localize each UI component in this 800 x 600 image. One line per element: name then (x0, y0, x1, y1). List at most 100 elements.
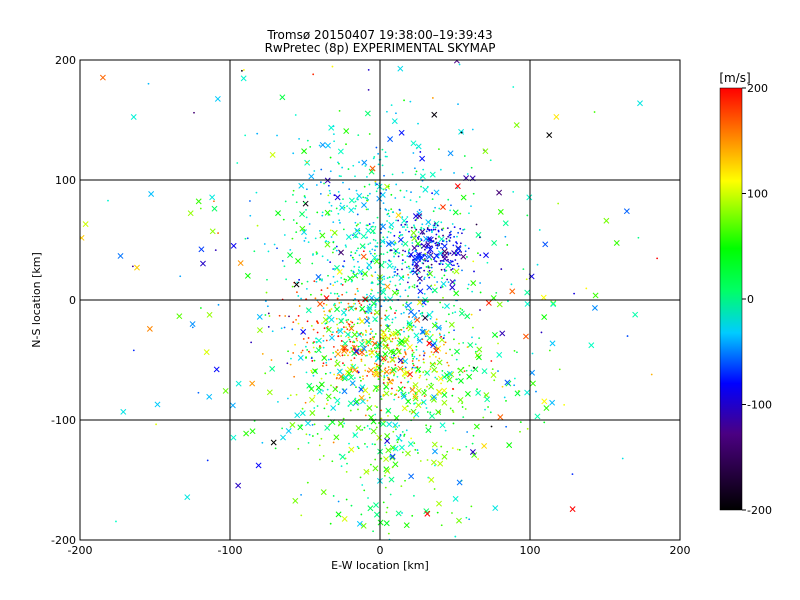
data-point-x (148, 191, 155, 197)
data-point-dot (297, 322, 300, 325)
data-point-x (348, 446, 355, 453)
data-point-x (460, 253, 467, 260)
data-point-dot (334, 247, 337, 249)
data-point-x (411, 235, 418, 242)
data-point-dot (367, 344, 370, 347)
data-point-dot (386, 251, 389, 254)
data-point-dot (421, 311, 424, 314)
data-point-x (305, 307, 312, 314)
data-point-dot (341, 354, 344, 357)
data-point-dot (412, 324, 415, 327)
data-point-x (209, 228, 216, 235)
data-point-dot (443, 343, 445, 346)
data-point-dot (338, 162, 340, 165)
data-point-dot (371, 225, 374, 228)
data-point-dot (383, 283, 385, 286)
data-point-dot (193, 111, 195, 114)
data-point-dot (369, 192, 371, 195)
data-point-dot (372, 238, 375, 241)
data-point-dot (458, 373, 461, 376)
data-point-dot (327, 415, 330, 418)
data-point-x (359, 341, 365, 348)
data-point-dot (458, 449, 461, 451)
data-point-x (591, 304, 598, 311)
data-point-dot (321, 214, 324, 217)
data-point-dot (333, 373, 336, 376)
data-point-dot (273, 243, 276, 246)
data-point-dot (376, 242, 379, 244)
data-point-x (331, 229, 338, 236)
data-point-x (475, 354, 482, 361)
data-point-x (176, 313, 183, 320)
data-point-dot (308, 351, 311, 354)
data-point-dot (264, 314, 267, 316)
data-point-dot (451, 394, 454, 397)
data-point-x (383, 456, 390, 463)
data-point-dot (431, 198, 434, 201)
data-point-dot (381, 276, 384, 279)
data-point-x (553, 113, 560, 120)
data-point-dot (380, 409, 383, 412)
data-point-dot (349, 320, 352, 323)
data-point-x (431, 394, 438, 400)
data-point-dot (468, 364, 471, 367)
data-point-dot (543, 421, 546, 424)
data-point-dot (329, 522, 332, 525)
data-point-x (384, 433, 391, 439)
data-point-dot (367, 325, 370, 327)
data-point-dot (364, 442, 366, 445)
data-point-x (419, 155, 426, 162)
data-point-x (324, 241, 331, 248)
data-point-dot (384, 444, 387, 447)
data-point-x (446, 370, 453, 377)
data-point-dot (429, 425, 432, 428)
data-point-dot (295, 393, 298, 396)
data-point-dot (463, 228, 466, 231)
data-point-dot (277, 400, 279, 403)
data-point-dot (318, 458, 321, 461)
data-point-dot (266, 278, 268, 281)
data-point-x (308, 386, 315, 392)
data-point-x (363, 296, 370, 303)
data-point-dot (331, 460, 334, 463)
data-point-dot (396, 368, 399, 370)
data-point-dot (345, 319, 348, 322)
data-point-dot (341, 425, 344, 428)
data-point-x (415, 402, 422, 409)
data-point-dot (361, 375, 364, 378)
data-point-dot (381, 223, 384, 226)
data-point-dot (332, 441, 335, 444)
data-point-dot (361, 339, 364, 341)
data-point-dot (214, 249, 217, 252)
data-point-x (637, 100, 643, 107)
data-point-dot (510, 283, 513, 286)
data-point-dot (386, 344, 389, 347)
data-point-dot (415, 357, 418, 360)
data-point-dot (264, 300, 267, 303)
data-point-x (385, 335, 392, 342)
data-point-dot (276, 134, 278, 137)
data-point-dot (335, 249, 338, 252)
data-point-dot (389, 360, 392, 363)
data-point-dot (453, 279, 456, 282)
data-point-dot (394, 312, 396, 314)
data-point-dot (424, 335, 427, 338)
data-point-dot (419, 312, 422, 315)
data-point-dot (472, 326, 474, 329)
data-point-x (406, 320, 413, 327)
data-point-dot (323, 407, 326, 410)
data-point-dot (357, 345, 360, 348)
data-point-dot (417, 272, 420, 274)
data-point-dot (291, 237, 294, 240)
data-point-dot (374, 306, 377, 308)
data-point-dot (397, 396, 400, 399)
data-point-dot (390, 307, 393, 310)
data-point-dot (287, 350, 289, 353)
data-point-x (412, 382, 419, 389)
data-point-dot (366, 199, 368, 202)
data-point-dot (374, 226, 377, 228)
data-point-dot (372, 530, 374, 533)
data-point-dot (300, 493, 302, 496)
data-point-dot (366, 445, 369, 448)
data-point-dot (314, 297, 317, 300)
